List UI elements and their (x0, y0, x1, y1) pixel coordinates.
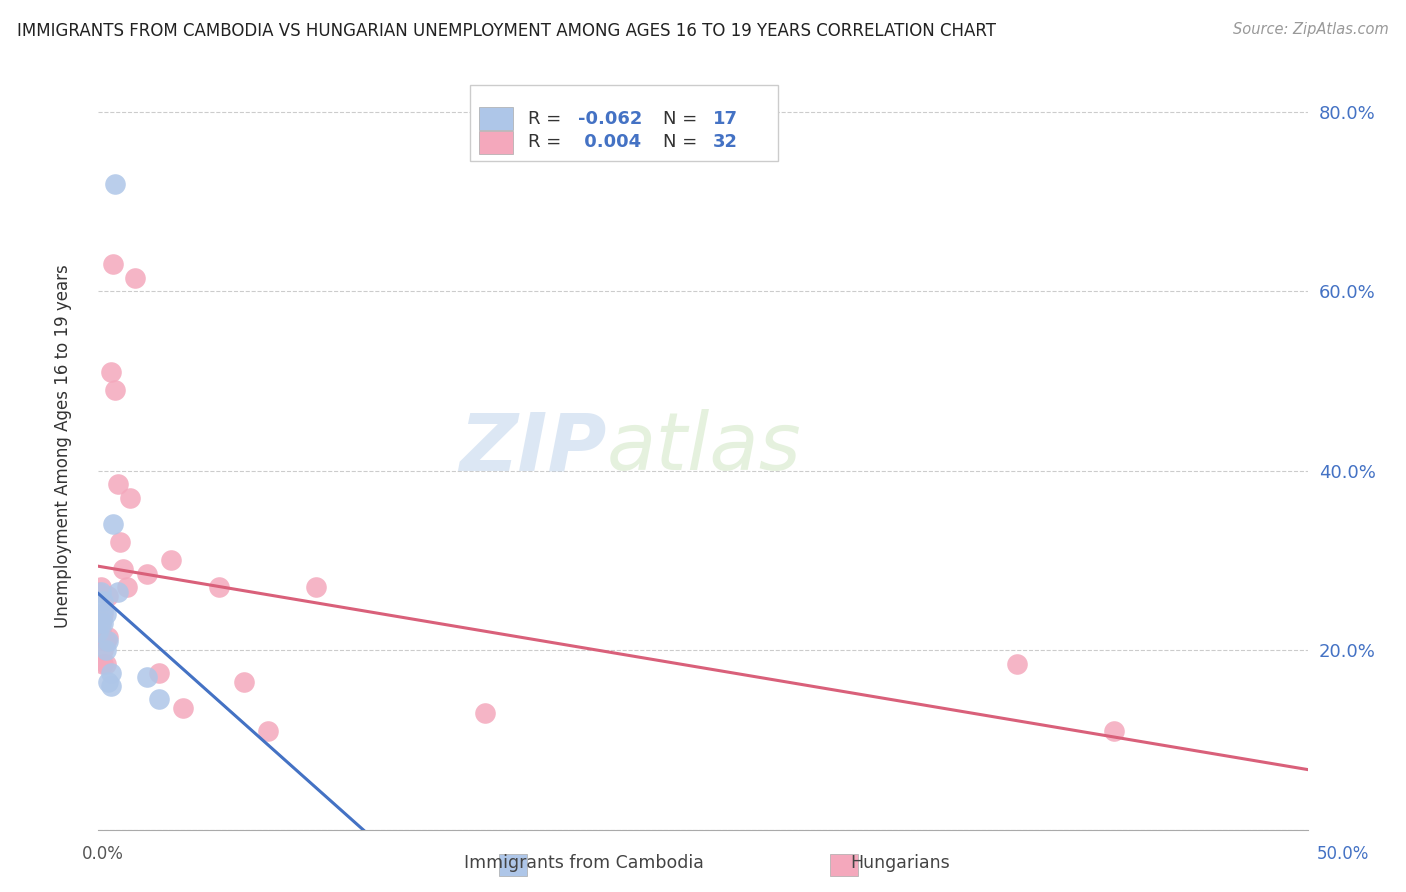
Point (108, 535, 131, 549)
Text: Source: ZipAtlas.com: Source: ZipAtlas.com (1233, 22, 1389, 37)
Point (172, 701, 194, 715)
Text: Immigrants from Cambodia: Immigrants from Cambodia (464, 855, 703, 872)
Point (91, 594, 114, 608)
Point (87, 584, 110, 599)
FancyBboxPatch shape (479, 107, 513, 130)
Point (104, 177, 127, 191)
Point (135, 670, 157, 684)
Point (94, 643, 117, 657)
Text: 0.0%: 0.0% (82, 845, 124, 863)
Point (100, 679, 122, 693)
Text: -0.062: -0.062 (578, 110, 643, 128)
Point (232, 674, 254, 689)
Point (148, 692, 170, 706)
Point (148, 665, 170, 680)
Point (474, 706, 496, 720)
Point (94, 657, 117, 671)
Text: 50.0%: 50.0% (1316, 845, 1369, 863)
Point (101, 517, 124, 532)
Point (160, 553, 183, 567)
Point (91, 657, 114, 671)
Text: IMMIGRANTS FROM CAMBODIA VS HUNGARIAN UNEMPLOYMENT AMONG AGES 16 TO 19 YEARS COR: IMMIGRANTS FROM CAMBODIA VS HUNGARIAN UN… (17, 22, 995, 40)
Text: Hungarians: Hungarians (851, 855, 949, 872)
FancyBboxPatch shape (470, 86, 778, 161)
Point (91, 643, 114, 657)
Point (87, 607, 110, 622)
FancyBboxPatch shape (479, 131, 513, 153)
Point (91, 607, 114, 622)
Point (117, 580, 139, 594)
Point (90, 580, 112, 594)
Point (94, 634, 117, 648)
Point (100, 365, 122, 379)
Text: R =: R = (527, 110, 567, 128)
Text: 0.004: 0.004 (578, 134, 641, 152)
Point (100, 665, 122, 680)
Point (97, 674, 120, 689)
Point (1102, 723, 1125, 738)
Point (90, 584, 112, 599)
Text: 32: 32 (713, 134, 738, 152)
Text: N =: N = (664, 134, 703, 152)
Point (97, 634, 120, 648)
Point (107, 584, 129, 599)
Bar (499, 854, 527, 876)
Point (135, 566, 157, 581)
Text: 17: 17 (713, 110, 738, 128)
Point (305, 580, 328, 594)
Point (91, 616, 114, 631)
Text: Unemployment Among Ages 16 to 19 years: Unemployment Among Ages 16 to 19 years (55, 264, 72, 628)
Point (101, 257, 124, 271)
Text: atlas: atlas (606, 409, 801, 487)
Point (90, 616, 112, 631)
Point (97, 589, 120, 603)
Point (118, 491, 141, 505)
Bar (830, 854, 858, 876)
Text: N =: N = (664, 110, 703, 128)
Point (1007, 657, 1029, 671)
Point (107, 477, 129, 491)
Text: ZIP: ZIP (458, 409, 606, 487)
Text: R =: R = (527, 134, 567, 152)
Point (90, 616, 112, 631)
Point (87, 625, 110, 640)
Point (90, 625, 112, 640)
Point (124, 270, 146, 285)
Point (104, 383, 127, 397)
Point (94, 607, 117, 622)
Point (111, 562, 134, 576)
Point (208, 580, 231, 594)
Point (91, 603, 114, 617)
Point (97, 630, 120, 644)
Point (256, 723, 278, 738)
